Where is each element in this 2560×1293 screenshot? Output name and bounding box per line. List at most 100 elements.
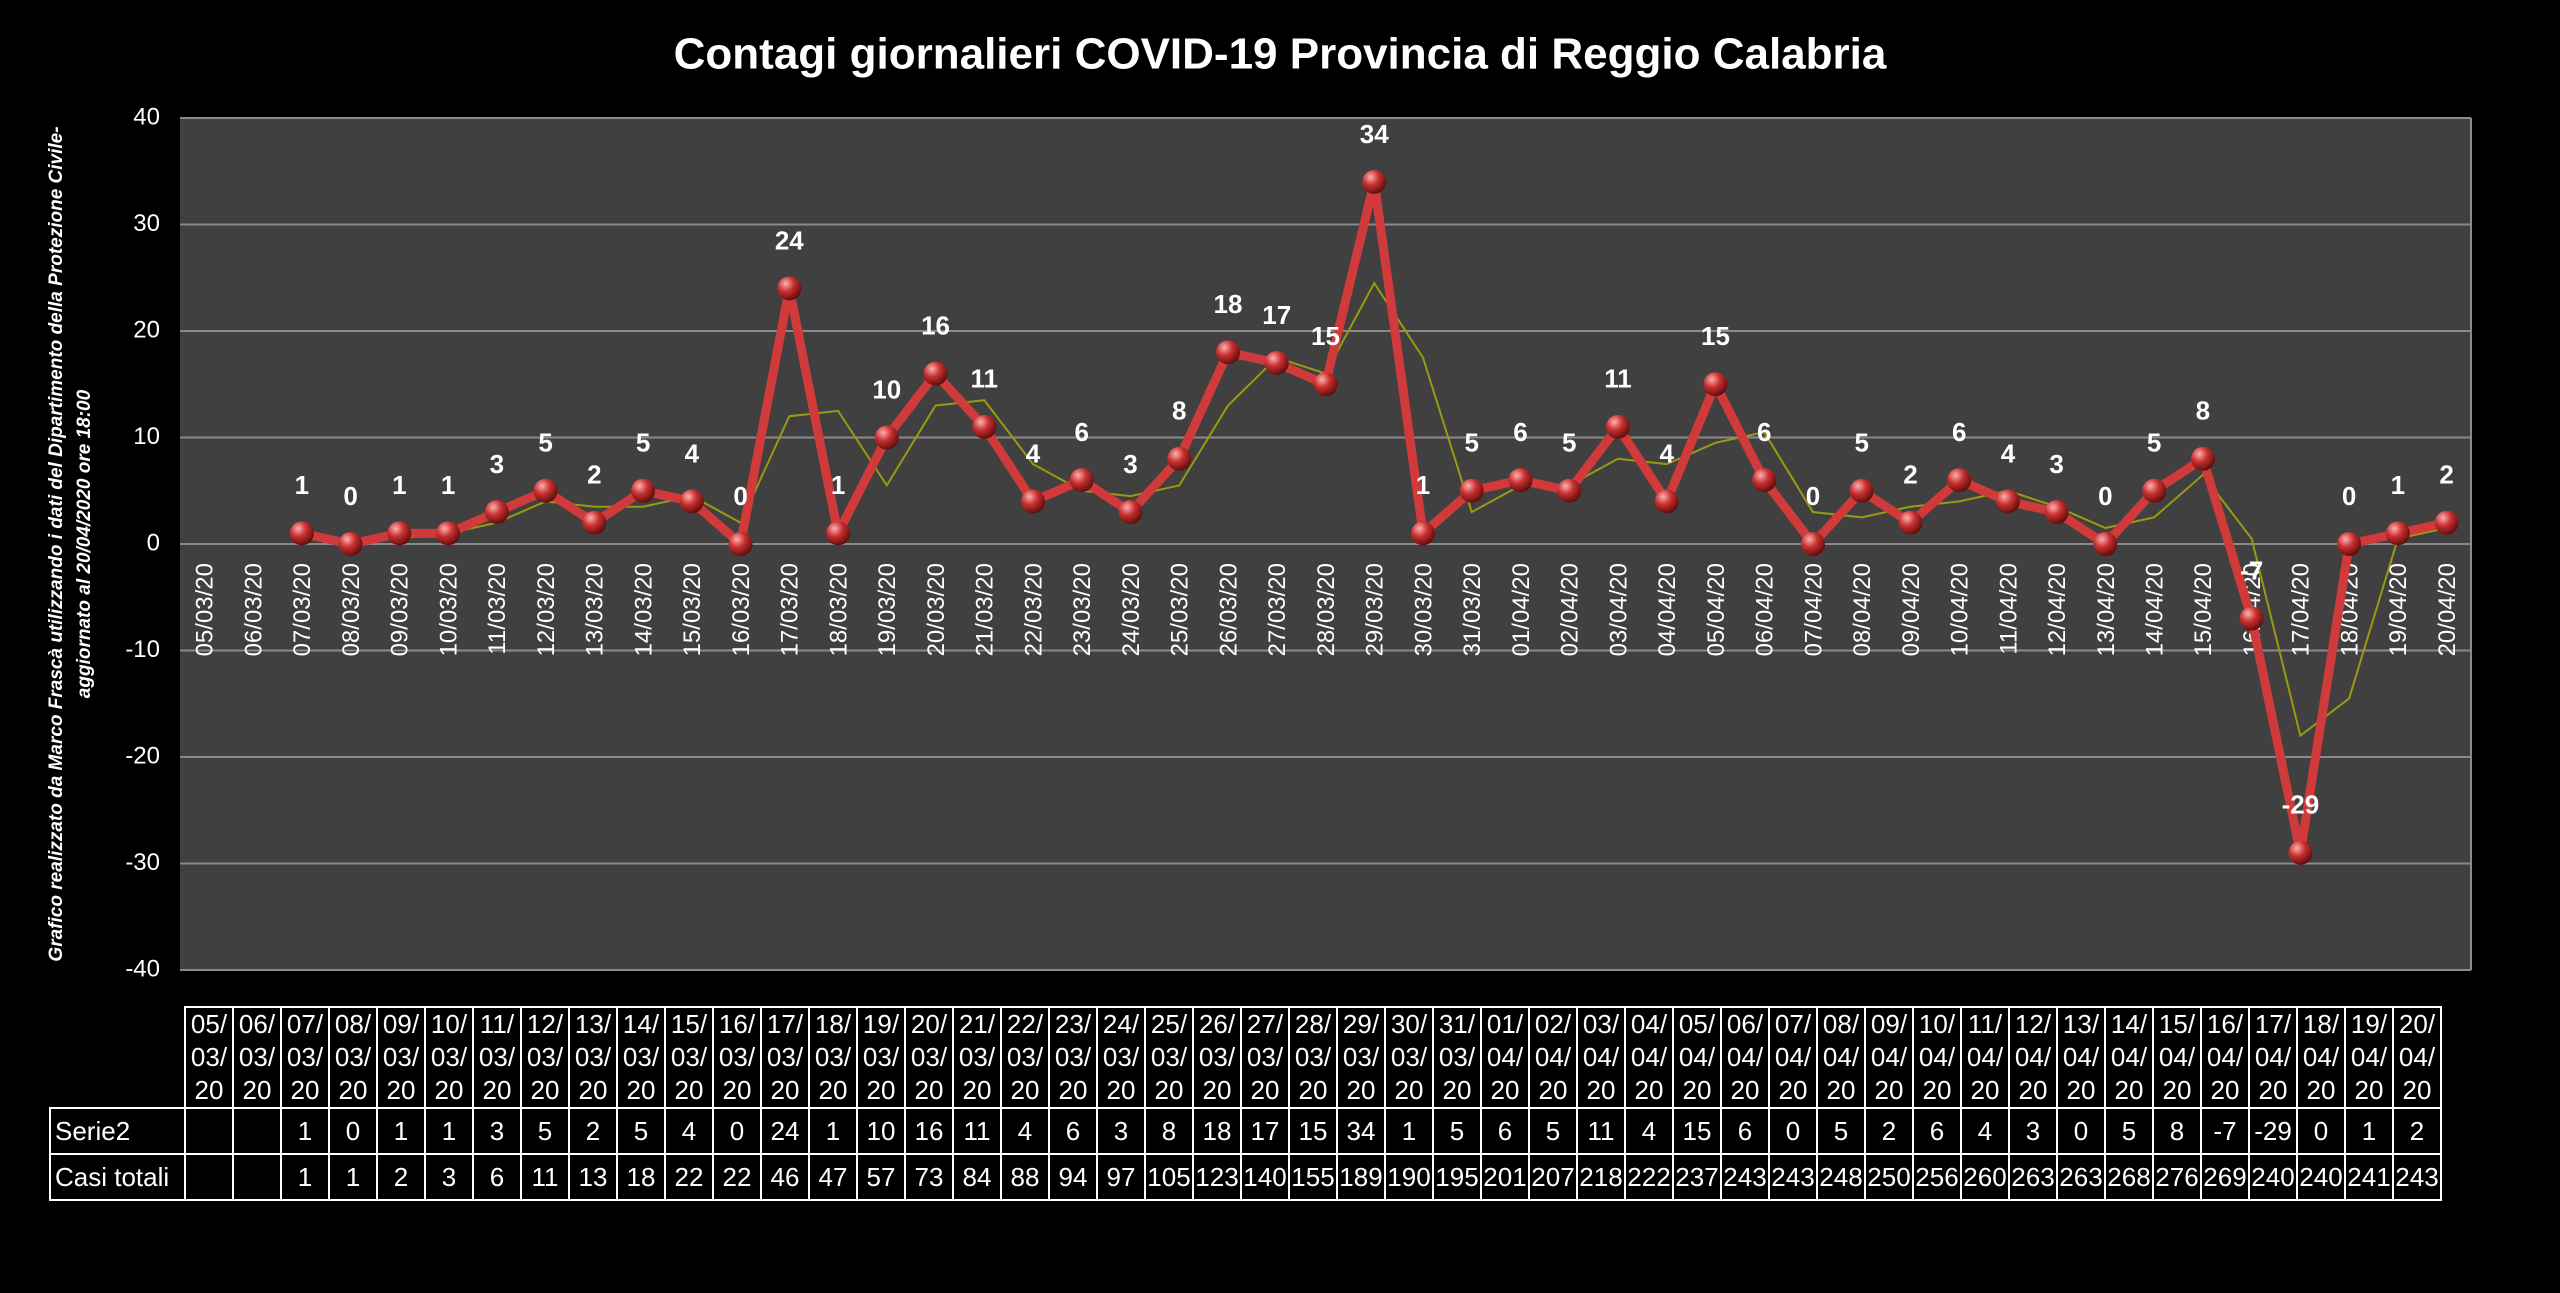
table-cell: 207 bbox=[1528, 1153, 1578, 1201]
x-tick-label: 22/03/20 bbox=[1020, 563, 1047, 656]
data-point bbox=[1167, 446, 1192, 471]
table-header-cell: 15/04/20 bbox=[2152, 1006, 2202, 1109]
data-label: 4 bbox=[1659, 438, 1674, 468]
table-cell: 22 bbox=[664, 1153, 714, 1201]
data-label: 5 bbox=[1464, 428, 1478, 458]
data-point bbox=[1410, 521, 1435, 546]
table-header-cell: 16/04/20 bbox=[2200, 1006, 2250, 1109]
x-tick-label: 23/03/20 bbox=[1069, 563, 1096, 656]
table-header-cell: 09/03/20 bbox=[376, 1006, 426, 1109]
data-label: 0 bbox=[2098, 481, 2112, 511]
table-header-cell: 08/04/20 bbox=[1816, 1006, 1866, 1109]
data-label: 1 bbox=[831, 470, 845, 500]
table-header-cell: 19/03/20 bbox=[856, 1006, 906, 1109]
x-tick-label: 03/04/20 bbox=[1605, 563, 1632, 656]
x-tick-label: 13/04/20 bbox=[2093, 563, 2120, 656]
data-point bbox=[484, 500, 509, 525]
data-label: -29 bbox=[2282, 790, 2320, 820]
table-header-cell: 21/03/20 bbox=[952, 1006, 1002, 1109]
data-point bbox=[777, 276, 802, 301]
table-cell: 240 bbox=[2248, 1153, 2298, 1201]
data-label: 24 bbox=[775, 225, 804, 255]
table-cell: 268 bbox=[2104, 1153, 2154, 1201]
table-header-cell: 06/03/20 bbox=[232, 1006, 282, 1109]
table-cell: 6 bbox=[472, 1153, 522, 1201]
x-tick-label: 19/03/20 bbox=[874, 563, 901, 656]
data-label: 10 bbox=[872, 374, 901, 404]
table-header-cell: 27/03/20 bbox=[1240, 1006, 1290, 1109]
table-header-row: 05/03/20 06/03/20 07/03/20 08/03/20 09/03/20… bbox=[50, 1006, 2442, 1109]
table-cell: 16 bbox=[904, 1107, 954, 1155]
table-cell: 15 bbox=[1672, 1107, 1722, 1155]
y-tick-label: 10 bbox=[133, 423, 160, 450]
table-header-cell: 22/03/20 bbox=[1000, 1006, 1050, 1109]
table-cell: 240 bbox=[2296, 1153, 2346, 1201]
data-point bbox=[1264, 350, 1289, 375]
data-label: 5 bbox=[1854, 428, 1868, 458]
data-point bbox=[1557, 478, 1582, 503]
table-cell: 11 bbox=[952, 1107, 1002, 1155]
table-header-cell: 18/04/20 bbox=[2296, 1006, 2346, 1109]
table-cell: 0 bbox=[2056, 1107, 2106, 1155]
data-label: 0 bbox=[343, 481, 357, 511]
data-point bbox=[1800, 532, 1825, 556]
data-point bbox=[1118, 500, 1143, 525]
table-cell: 241 bbox=[2344, 1153, 2394, 1201]
table-cell: 1 bbox=[280, 1153, 330, 1201]
table-cell: 73 bbox=[904, 1153, 954, 1201]
table-cell: 2 bbox=[2392, 1107, 2442, 1155]
table-header-cell: 12/03/20 bbox=[520, 1006, 570, 1109]
table-header-cell: 19/04/20 bbox=[2344, 1006, 2394, 1109]
data-label: 2 bbox=[1903, 460, 1917, 490]
x-tick-label: 10/04/20 bbox=[1947, 563, 1974, 656]
data-point bbox=[2288, 840, 2313, 865]
table-cell: 11 bbox=[520, 1153, 570, 1201]
table-header-cell: 02/04/20 bbox=[1528, 1006, 1578, 1109]
data-point bbox=[1703, 372, 1728, 397]
table-cell: 84 bbox=[952, 1153, 1002, 1201]
y-tick-label: -30 bbox=[125, 849, 160, 876]
table-cell: 0 bbox=[712, 1107, 762, 1155]
table-cell: 34 bbox=[1336, 1107, 1386, 1155]
x-tick-label: 12/03/20 bbox=[533, 563, 560, 656]
table-row-name: Serie2 bbox=[49, 1107, 186, 1155]
data-label: 5 bbox=[636, 428, 650, 458]
table-cell: 5 bbox=[1816, 1107, 1866, 1155]
table-cell: 18 bbox=[616, 1153, 666, 1201]
data-point bbox=[826, 521, 851, 546]
data-label: 3 bbox=[1123, 449, 1137, 479]
table-cell: -7 bbox=[2200, 1107, 2250, 1155]
x-tick-label: 17/04/20 bbox=[2288, 563, 2315, 656]
data-point bbox=[2190, 446, 2215, 471]
data-label: 18 bbox=[1214, 289, 1243, 319]
data-point bbox=[679, 489, 704, 514]
table-header-cell: 23/03/20 bbox=[1048, 1006, 1098, 1109]
data-point bbox=[1362, 169, 1387, 194]
table-cell: 24 bbox=[760, 1107, 810, 1155]
data-label: 6 bbox=[1075, 417, 1089, 447]
table-cell: 189 bbox=[1336, 1153, 1386, 1201]
data-label: -7 bbox=[2240, 555, 2263, 585]
data-label: 5 bbox=[1562, 428, 1576, 458]
data-point bbox=[1752, 468, 1777, 493]
data-point bbox=[338, 532, 363, 556]
data-label: 2 bbox=[587, 460, 601, 490]
x-tick-label: 19/04/20 bbox=[2385, 563, 2412, 656]
table-cell: 263 bbox=[2056, 1153, 2106, 1201]
x-tick-label: 15/04/20 bbox=[2190, 563, 2217, 656]
table-cell: 140 bbox=[1240, 1153, 1290, 1201]
table-cell: 18 bbox=[1192, 1107, 1242, 1155]
table-cell: 97 bbox=[1096, 1153, 1146, 1201]
table-cell: 1 bbox=[424, 1107, 474, 1155]
table-header-cell: 25/03/20 bbox=[1144, 1006, 1194, 1109]
x-tick-label: 10/03/20 bbox=[435, 563, 462, 656]
x-tick-label: 01/04/20 bbox=[1508, 563, 1535, 656]
table-cell: 11 bbox=[1576, 1107, 1626, 1155]
table-cell: 222 bbox=[1624, 1153, 1674, 1201]
table-cell: 47 bbox=[808, 1153, 858, 1201]
x-tick-label: 24/03/20 bbox=[1118, 563, 1145, 656]
table-cell: 22 bbox=[712, 1153, 762, 1201]
table-cell: 6 bbox=[1720, 1107, 1770, 1155]
data-label: 11 bbox=[971, 364, 999, 394]
table-header-cell: 11/03/20 bbox=[472, 1006, 522, 1109]
